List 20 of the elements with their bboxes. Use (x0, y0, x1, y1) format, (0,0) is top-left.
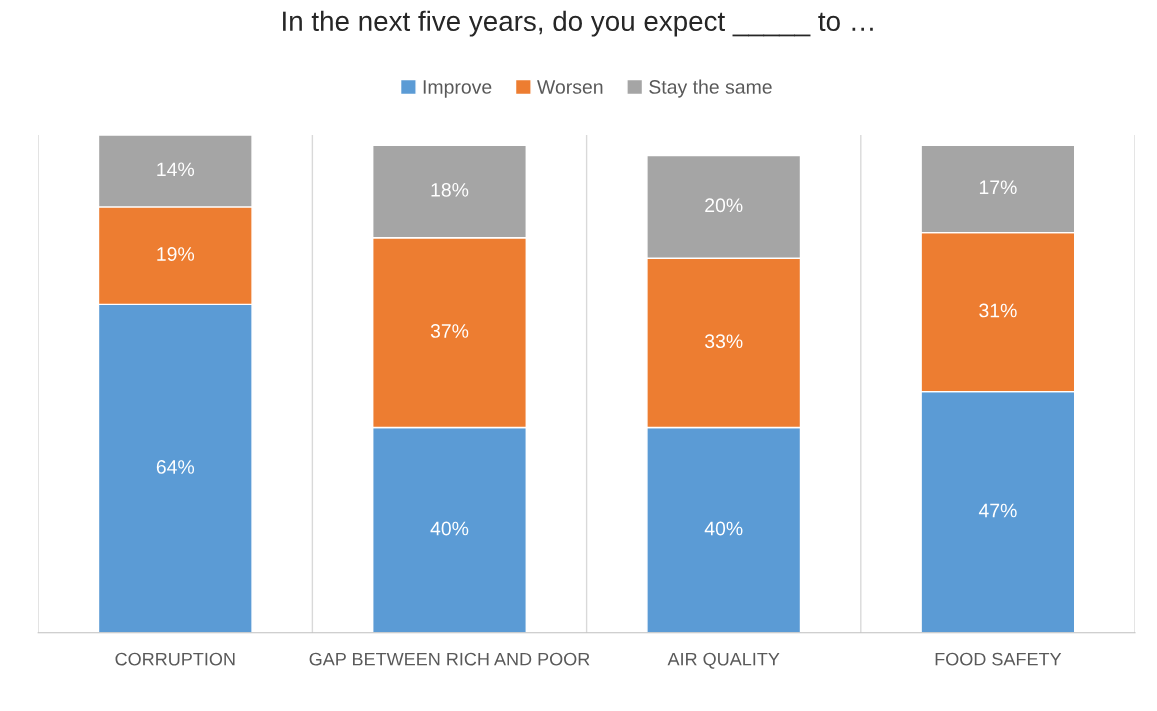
legend-label: Improve (423, 80, 492, 98)
data-label: 18% (431, 182, 469, 197)
data-label: 64% (156, 460, 195, 474)
data-label: 33% (704, 334, 743, 349)
legend-label: Worsen (537, 80, 603, 94)
data-label: 37% (430, 324, 469, 338)
legend-label: Stay the same (649, 79, 772, 98)
data-label: 40% (704, 521, 743, 536)
x-tick-label: AIR QUALITY (667, 652, 780, 669)
data-label: 20% (705, 198, 743, 213)
data-label: 31% (979, 303, 1017, 318)
data-label: 17% (979, 180, 1017, 195)
data-label: 40% (430, 521, 469, 536)
data-label: 47% (978, 503, 1017, 518)
data-label: 19% (157, 247, 195, 261)
data-label: 14% (157, 162, 195, 177)
x-tick-label: FOOD SAFETY (935, 652, 1062, 666)
x-tick-label: GAP BETWEEN RICH AND POOR (309, 652, 590, 666)
x-tick-label: CORRUPTION (115, 652, 235, 666)
chart-title: In the next five years, do you expect _____ to … (283, 10, 873, 37)
